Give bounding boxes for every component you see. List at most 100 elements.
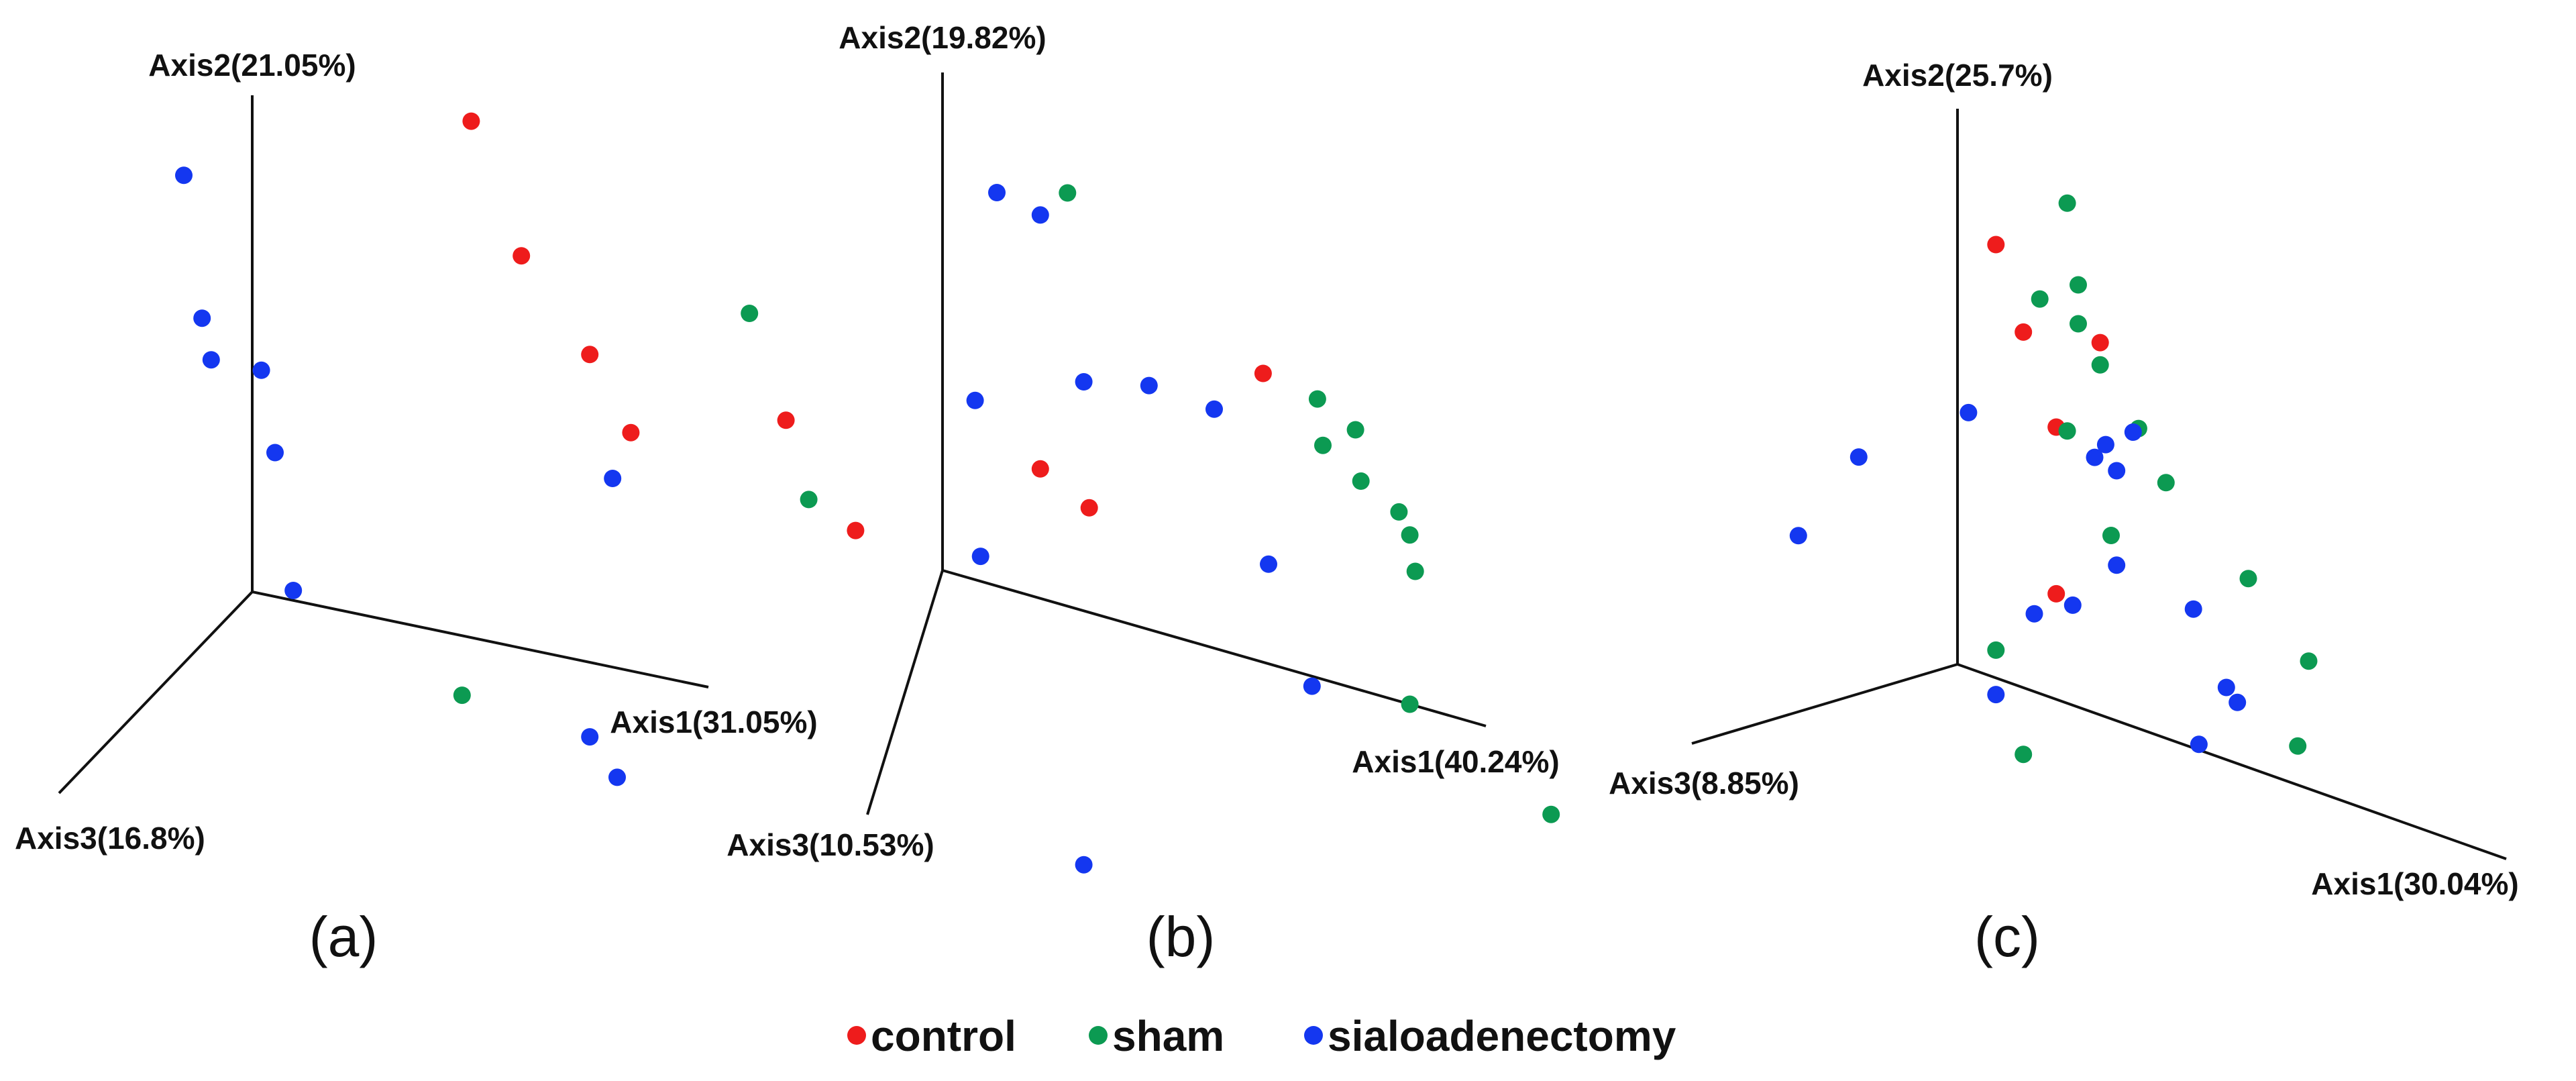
point-sialoadenectomy <box>1075 856 1093 874</box>
point-sialoadenectomy <box>1260 555 1277 573</box>
point-sialoadenectomy <box>284 582 303 599</box>
axis3-label: Axis3(8.85%) <box>1609 766 1799 801</box>
point-sham <box>2157 474 2175 492</box>
point-control <box>2015 323 2033 341</box>
panel-label: (b) <box>1146 905 1216 968</box>
point-sialoadenectomy <box>252 361 270 379</box>
legend-label-sialoadenectomy: sialoadenectomy <box>1328 1012 1676 1060</box>
panel-c: Axis2(25.7%) Axis1(30.04%) Axis3(8.85%) … <box>1609 58 2519 968</box>
point-sialoadenectomy <box>604 470 622 487</box>
point-sialoadenectomy <box>966 391 984 409</box>
point-sialoadenectomy <box>1960 403 1978 421</box>
point-sham <box>741 305 759 322</box>
point-sham <box>2015 745 2033 764</box>
point-sham <box>2091 356 2109 374</box>
point-sialoadenectomy <box>266 444 284 462</box>
point-sham <box>2102 527 2120 544</box>
point-sialoadenectomy <box>988 184 1006 201</box>
legend: control sham sialoadenectomy <box>847 1012 1676 1060</box>
point-sialoadenectomy <box>1303 677 1321 695</box>
point-sialoadenectomy <box>1205 400 1223 418</box>
point-sham <box>2031 290 2049 308</box>
point-control <box>777 411 795 429</box>
panel-label: (a) <box>309 905 378 968</box>
point-sialoadenectomy <box>202 351 220 369</box>
point-sialoadenectomy <box>2096 435 2114 454</box>
point-sham <box>1987 641 2005 659</box>
axis3-label: Axis3(16.8%) <box>15 821 205 856</box>
axis2-label: Axis2(19.82%) <box>839 20 1046 55</box>
point-sham <box>2058 194 2076 212</box>
legend-label-sham: sham <box>1112 1012 1224 1060</box>
point-sham <box>2300 652 2318 670</box>
point-sham <box>1352 472 1370 490</box>
point-control <box>1080 499 1098 517</box>
legend-swatch-control <box>847 1026 866 1045</box>
axis3-line <box>866 570 944 815</box>
axis1-line <box>942 569 1487 727</box>
point-sham <box>2289 737 2307 755</box>
point-sham <box>1314 436 1332 454</box>
point-sham <box>2070 276 2087 294</box>
point-control <box>513 247 531 265</box>
axis3-line <box>1691 663 1958 745</box>
point-sialoadenectomy <box>2190 735 2208 754</box>
point-control <box>622 423 640 442</box>
point-sialoadenectomy <box>971 548 989 566</box>
point-control <box>847 521 865 539</box>
legend-label-control: control <box>871 1012 1016 1060</box>
point-control <box>1254 364 1272 382</box>
point-sialoadenectomy <box>2108 556 2126 574</box>
point-sialoadenectomy <box>2184 600 2202 618</box>
point-sialoadenectomy <box>1075 373 1093 391</box>
point-sialoadenectomy <box>175 166 193 185</box>
point-sialoadenectomy <box>1140 376 1158 395</box>
point-control <box>581 346 599 364</box>
data-points <box>175 112 818 786</box>
point-sialoadenectomy <box>1031 206 1049 224</box>
panel-b: Axis2(19.82%) Axis1(40.24%) Axis3(10.53%… <box>727 20 1560 968</box>
point-control <box>462 112 480 130</box>
point-control <box>2047 584 2065 603</box>
legend-swatch-sham <box>1089 1026 1108 1045</box>
point-sham <box>1308 390 1326 408</box>
point-sialoadenectomy <box>193 309 211 327</box>
point-sialoadenectomy <box>2108 462 2126 480</box>
point-sham <box>1390 503 1408 521</box>
data-points <box>847 184 1560 874</box>
point-sialoadenectomy <box>2025 605 2043 623</box>
point-sham <box>1346 421 1364 439</box>
point-sham <box>1406 562 1424 580</box>
point-sialoadenectomy <box>2124 423 2142 441</box>
point-sialoadenectomy <box>2063 596 2082 614</box>
point-sialoadenectomy <box>1849 448 1868 466</box>
point-control <box>1031 460 1049 478</box>
panel-a: Axis2(21.05%) Axis1(31.05%) Axis3(16.8%)… <box>15 48 818 968</box>
point-control <box>2091 333 2109 352</box>
axis1-label: Axis1(40.24%) <box>1352 744 1559 779</box>
point-sham <box>800 491 818 509</box>
point-sialoadenectomy <box>2217 678 2235 697</box>
axis1-label: Axis1(30.04%) <box>2311 866 2518 901</box>
point-sham <box>1059 184 1077 202</box>
axis1-label: Axis1(31.05%) <box>610 705 817 739</box>
point-sialoadenectomy <box>2086 448 2104 466</box>
point-sialoadenectomy <box>608 768 626 786</box>
point-control <box>1987 236 2005 254</box>
point-sham <box>2239 570 2257 588</box>
point-sham <box>2070 315 2087 333</box>
axis3-line <box>58 590 254 794</box>
legend-swatch-sialoadenectomy <box>1304 1026 1323 1045</box>
point-sialoadenectomy <box>1789 527 1807 545</box>
point-sham <box>453 686 471 705</box>
axis2-label: Axis2(25.7%) <box>1862 58 2053 93</box>
point-sialoadenectomy <box>581 728 599 746</box>
panel-label: (c) <box>1974 905 2040 968</box>
point-sham <box>1401 695 1419 713</box>
point-sham <box>1542 805 1560 823</box>
axis2-label: Axis2(21.05%) <box>148 48 356 83</box>
axis1-line <box>252 590 709 688</box>
axis1-line <box>1957 663 2507 860</box>
point-sham <box>1401 526 1419 544</box>
